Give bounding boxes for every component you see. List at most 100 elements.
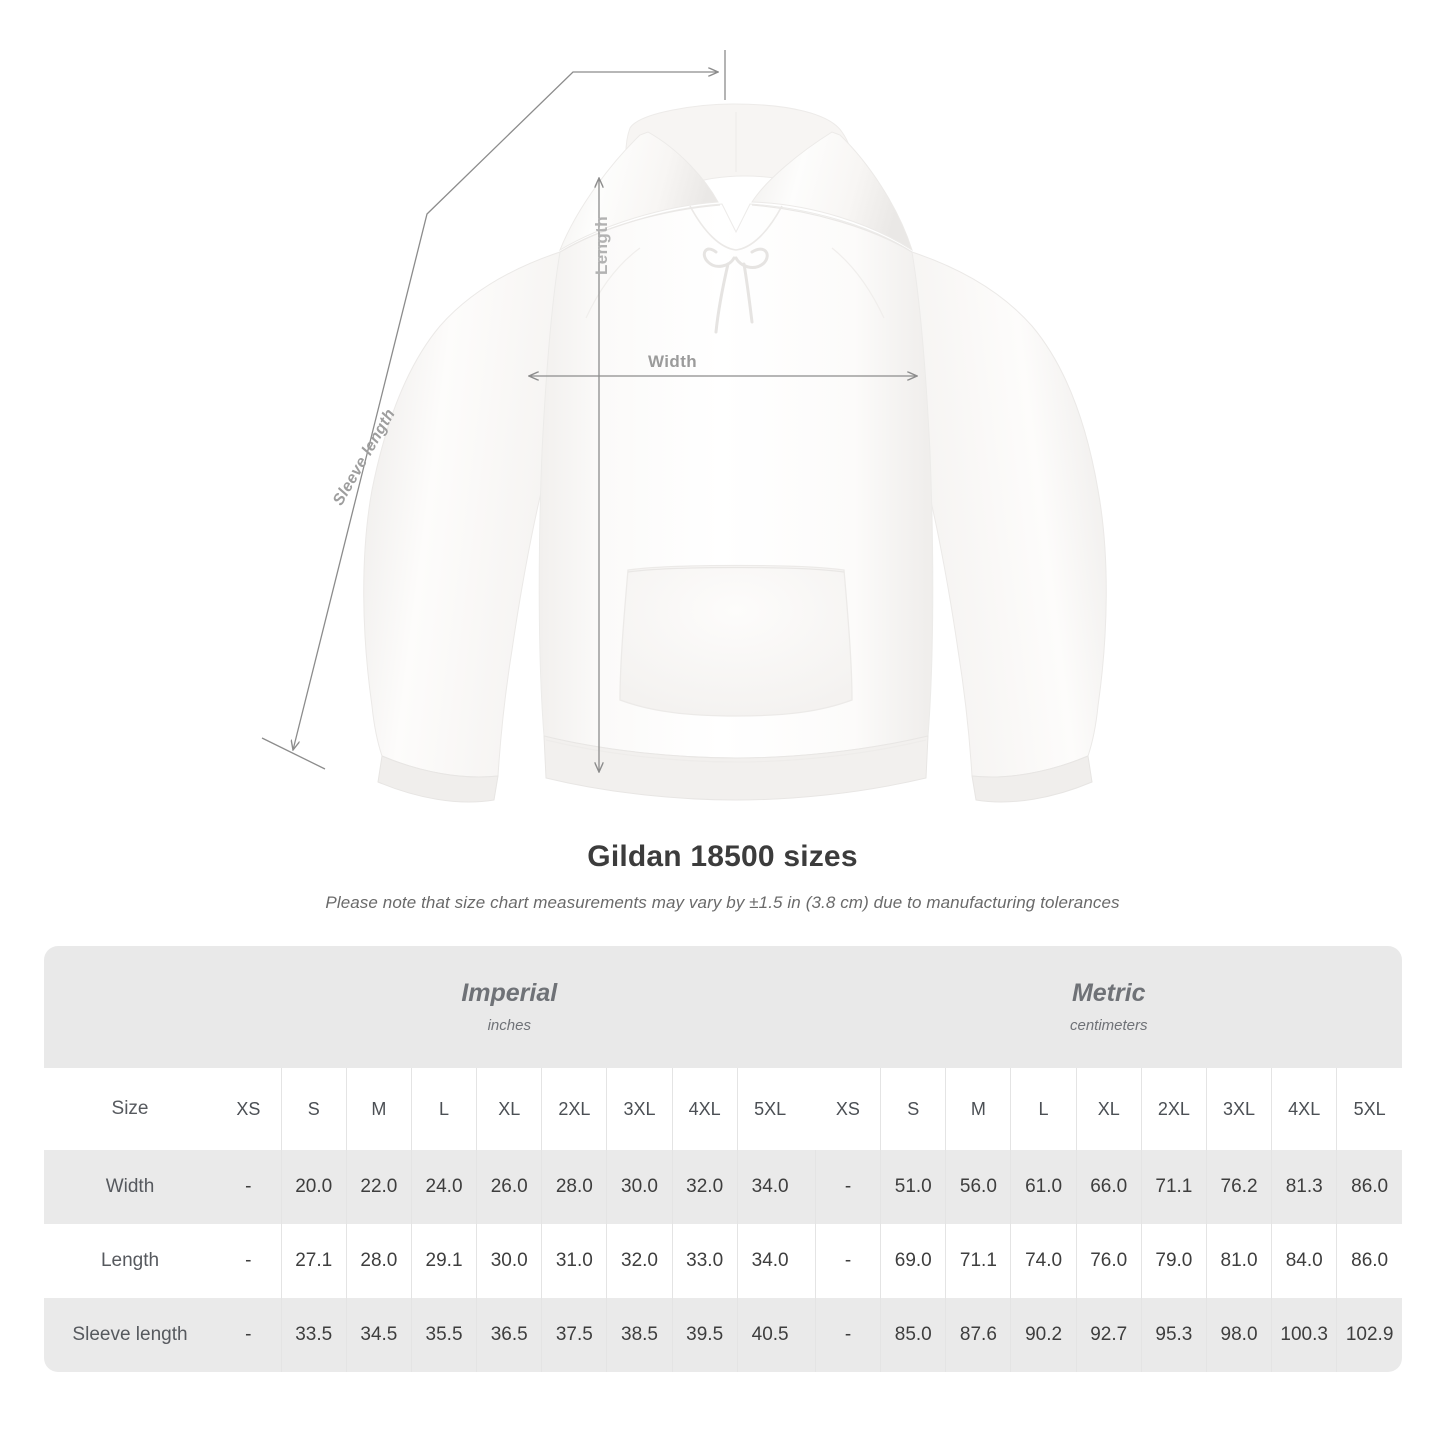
header-size-metric-xl: XL (1075, 1068, 1142, 1150)
left-cuff (377, 755, 499, 803)
cell-width-imperial-4xl: 32.0 (671, 1150, 738, 1224)
cell-length-metric-l: 74.0 (1010, 1224, 1077, 1298)
kangaroo-pocket (619, 564, 853, 717)
cell-length-imperial-4xl: 33.0 (671, 1224, 738, 1298)
cell-length-metric-xs: - (815, 1224, 881, 1298)
cell-length-metric-s: 69.0 (880, 1224, 946, 1298)
cell-width-metric-xs: - (815, 1150, 881, 1224)
width-label: Width (648, 352, 698, 371)
cell-length-metric-2xl: 79.0 (1140, 1224, 1207, 1298)
length-label: Length (592, 215, 611, 275)
cell-sleeve-length-metric-xs: - (815, 1298, 881, 1372)
sleeve-length-dimension-line (293, 72, 718, 750)
header-size-imperial-s: S (280, 1068, 347, 1150)
header-size-imperial-xs: XS (216, 1068, 282, 1150)
unit-sublabel-imperial: inches (487, 1016, 531, 1034)
title-block: Gildan 18500 sizes Please note that size… (0, 840, 1445, 913)
cell-length-imperial-s: 27.1 (280, 1224, 347, 1298)
row-label-length: Length (44, 1224, 216, 1298)
cell-width-imperial-3xl: 30.0 (606, 1150, 673, 1224)
cell-sleeve-length-imperial-s: 33.5 (280, 1298, 347, 1372)
cell-sleeve-length-imperial-xs: - (216, 1298, 282, 1372)
cell-length-metric-4xl: 84.0 (1271, 1224, 1337, 1298)
cell-width-metric-s: 51.0 (880, 1150, 946, 1224)
hem-seam (545, 739, 927, 763)
cell-sleeve-length-metric-m: 87.6 (945, 1298, 1011, 1372)
header-size-metric-3xl: 3XL (1205, 1068, 1272, 1150)
cell-sleeve-length-imperial-5xl: 40.5 (736, 1298, 803, 1372)
cell-width-imperial-xl: 26.0 (476, 1150, 542, 1224)
unit-banner-gap (802, 946, 816, 1068)
cell-length-metric-m: 71.1 (945, 1224, 1011, 1298)
cell-length-imperial-m: 28.0 (345, 1224, 412, 1298)
hoodie-illustration (261, 50, 1107, 803)
header-size-metric-5xl: 5XL (1336, 1068, 1402, 1150)
unit-name-imperial: Imperial (461, 979, 558, 1008)
size-header-row: Size XS S M L XL 2XL 3XL 4XL 5XL XS S M L XL 2XL 3XL 4XL 5… (44, 1068, 1402, 1150)
cell-length-metric-3xl: 81.0 (1205, 1224, 1272, 1298)
bottom-hem (543, 735, 929, 801)
cell-sleeve-length-metric-s: 85.0 (880, 1298, 946, 1372)
row-label-width: Width (44, 1150, 216, 1224)
cell-width-metric-3xl: 76.2 (1205, 1150, 1272, 1224)
cell-sleeve-length-metric-3xl: 98.0 (1205, 1298, 1272, 1372)
unit-banner-metric: Metric centimeters (815, 946, 1402, 1068)
cell-sleeve-length-imperial-m: 34.5 (345, 1298, 412, 1372)
cell-sleeve-length-metric-xl: 92.7 (1075, 1298, 1142, 1372)
tolerance-note: Please note that size chart measurements… (325, 893, 1120, 912)
right-cuff (971, 755, 1093, 803)
right-shoulder-seam (831, 247, 885, 319)
hood-right-edge (751, 204, 913, 253)
header-size-imperial-xl: XL (476, 1068, 542, 1150)
cell-width-imperial-s: 20.0 (280, 1150, 347, 1224)
cell-sleeve-length-metric-l: 90.2 (1010, 1298, 1077, 1372)
table-row: Width -20.0 22.0 24.0 26.0 28.0 30.0 32.0 34.0-5… (44, 1150, 1402, 1224)
garment-shape (363, 103, 1107, 803)
row-label-sleeve-length: Sleeve length (44, 1298, 216, 1372)
header-size-imperial-l: L (410, 1068, 477, 1150)
cell-sleeve-length-imperial-l: 35.5 (410, 1298, 477, 1372)
section-gap (802, 1068, 816, 1150)
cell-width-imperial-l: 24.0 (410, 1150, 477, 1224)
cell-length-imperial-l: 29.1 (410, 1224, 477, 1298)
section-gap (802, 1150, 816, 1224)
cell-width-metric-5xl: 86.0 (1336, 1150, 1402, 1224)
cell-sleeve-length-metric-5xl: 102.9 (1336, 1298, 1402, 1372)
header-size-imperial-5xl: 5XL (736, 1068, 803, 1150)
cell-sleeve-length-imperial-xl: 36.5 (476, 1298, 542, 1372)
unit-sublabel-metric: centimeters (1069, 1016, 1148, 1034)
cell-sleeve-length-imperial-4xl: 39.5 (671, 1298, 738, 1372)
cell-sleeve-length-metric-2xl: 95.3 (1140, 1298, 1207, 1372)
cell-width-imperial-2xl: 28.0 (541, 1150, 607, 1224)
cell-sleeve-length-metric-4xl: 100.3 (1271, 1298, 1337, 1372)
header-size-metric-m: M (945, 1068, 1011, 1150)
cell-length-imperial-2xl: 31.0 (541, 1224, 607, 1298)
header-size-imperial-3xl: 3XL (606, 1068, 673, 1150)
cell-length-imperial-5xl: 34.0 (736, 1224, 803, 1298)
hood-right-panel (751, 131, 913, 252)
header-size-metric-s: S (880, 1068, 946, 1150)
cell-sleeve-length-imperial-2xl: 37.5 (541, 1298, 607, 1372)
unit-banner-imperial: Imperial inches (216, 946, 803, 1068)
hoodie-diagram: Length Width Sleeve length (261, 50, 1107, 803)
header-size-metric-l: L (1010, 1068, 1077, 1150)
unit-banner-row: Imperial inches Metric centimeters (44, 946, 1402, 1068)
size-chart-table: Imperial inches Metric centimeters Size XS S M L… (44, 946, 1402, 1372)
cell-width-metric-xl: 66.0 (1075, 1150, 1142, 1224)
cell-length-imperial-3xl: 32.0 (606, 1224, 673, 1298)
cell-width-metric-2xl: 71.1 (1140, 1150, 1207, 1224)
cell-length-metric-xl: 76.0 (1075, 1224, 1142, 1298)
header-size-metric-2xl: 2XL (1140, 1068, 1207, 1150)
section-gap (802, 1298, 816, 1372)
cell-width-metric-4xl: 81.3 (1271, 1150, 1337, 1224)
unit-name-metric: Metric (1071, 979, 1146, 1008)
cell-length-imperial-xs: - (216, 1224, 282, 1298)
section-gap (802, 1224, 816, 1298)
sleeve-bottom-tick (261, 737, 326, 770)
page-title: Gildan 18500 sizes (587, 840, 858, 873)
header-size-metric-xs: XS (815, 1068, 881, 1150)
header-size-imperial-m: M (345, 1068, 412, 1150)
header-size-imperial-4xl: 4XL (671, 1068, 738, 1150)
cell-length-metric-5xl: 86.0 (1336, 1224, 1402, 1298)
unit-banner-spacer (44, 946, 216, 1068)
